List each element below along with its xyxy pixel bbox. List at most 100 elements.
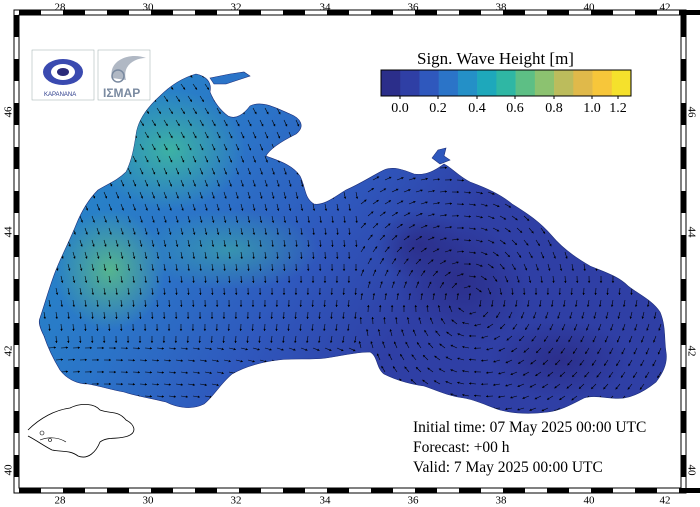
direction-arrow — [204, 395, 212, 399]
direction-arrow — [571, 395, 578, 401]
direction-arrow — [383, 317, 386, 325]
direction-arrow — [276, 179, 280, 187]
direction-arrow — [151, 359, 159, 362]
direction-arrow — [379, 257, 384, 265]
longitude-tick-bottom: 36 — [408, 495, 420, 507]
direction-arrow — [263, 299, 267, 308]
direction-arrow — [60, 299, 64, 307]
direction-arrow — [408, 269, 413, 277]
latitude-labels-right: 40 42 44 46 — [685, 107, 697, 477]
direction-arrow — [523, 215, 530, 221]
legend-swatch — [592, 70, 613, 96]
direction-arrow — [139, 143, 144, 151]
direction-arrow — [258, 287, 262, 296]
direction-arrow — [336, 203, 340, 211]
direction-arrow — [629, 311, 633, 319]
direction-arrow — [400, 353, 405, 361]
direction-arrow — [312, 347, 320, 351]
direction-arrow — [240, 275, 243, 284]
direction-arrow — [529, 407, 537, 411]
direction-arrow — [271, 215, 275, 223]
direction-arrow — [567, 359, 573, 366]
direction-arrow — [481, 359, 489, 362]
direction-arrow — [175, 215, 179, 223]
direction-arrow — [90, 335, 94, 344]
direction-arrow — [144, 131, 149, 139]
direction-arrow — [324, 227, 327, 235]
direction-arrow — [370, 341, 374, 349]
direction-arrow — [228, 347, 236, 351]
legend-swatch — [515, 70, 536, 96]
direction-arrow — [168, 131, 173, 139]
direction-arrow — [508, 311, 513, 319]
direction-arrow — [473, 370, 482, 374]
direction-arrow — [504, 275, 509, 283]
direction-arrow — [79, 287, 83, 295]
direction-arrow — [440, 318, 446, 325]
direction-arrow — [598, 323, 602, 331]
direction-arrow — [610, 323, 614, 331]
direction-arrow — [592, 335, 597, 343]
direction-arrow — [456, 226, 465, 230]
direction-arrow — [258, 311, 262, 320]
direction-arrow — [247, 119, 252, 127]
direction-arrow — [432, 178, 440, 181]
direction-arrow — [658, 323, 662, 331]
direction-arrow — [72, 370, 81, 374]
direction-arrow — [163, 191, 167, 199]
direction-arrow — [652, 359, 657, 367]
direction-arrow — [283, 167, 287, 175]
direction-arrow — [475, 215, 483, 219]
longitude-tick-bottom: 30 — [143, 495, 155, 507]
direction-arrow — [48, 299, 52, 307]
direction-arrow — [199, 95, 205, 103]
direction-arrow — [354, 311, 357, 319]
direction-arrow — [486, 371, 494, 374]
direction-arrow — [187, 215, 191, 223]
direction-arrow — [444, 293, 448, 301]
direction-arrow — [72, 275, 76, 283]
direction-arrow — [150, 335, 154, 344]
legend-tick-label: 0.6 — [506, 101, 524, 116]
direction-arrow — [579, 359, 585, 366]
direction-arrow — [103, 358, 112, 362]
direction-arrow — [603, 383, 609, 390]
direction-arrow — [468, 358, 477, 361]
institution-logo-right: ΙΣΜΑΡ — [97, 49, 151, 101]
direction-arrow — [432, 225, 440, 229]
direction-arrow — [396, 177, 404, 181]
direction-arrow — [151, 239, 155, 247]
direction-arrow — [540, 227, 546, 234]
legend-swatch — [554, 70, 574, 96]
direction-arrow — [416, 342, 422, 349]
direction-arrow — [115, 358, 124, 362]
direction-arrow — [412, 329, 417, 337]
direction-arrow — [288, 251, 291, 259]
direction-arrow — [372, 222, 379, 229]
direction-arrow — [381, 365, 386, 373]
direction-arrow — [382, 341, 386, 349]
direction-arrow — [318, 287, 322, 296]
direction-arrow — [560, 347, 566, 354]
direction-arrow — [611, 275, 615, 284]
direction-arrow — [415, 258, 422, 265]
direction-arrow — [211, 143, 216, 151]
direction-arrow — [251, 299, 255, 308]
direction-arrow — [378, 304, 382, 313]
direction-arrow — [155, 323, 159, 332]
direction-arrow — [456, 202, 465, 206]
direction-arrow — [358, 341, 362, 349]
direction-arrow — [403, 258, 409, 265]
direction-arrow — [468, 334, 477, 338]
direction-arrow — [246, 311, 250, 320]
direction-arrow — [163, 215, 167, 223]
direction-arrow — [151, 191, 155, 199]
direction-arrow — [120, 323, 123, 332]
direction-arrow — [469, 311, 477, 315]
direction-arrow — [493, 335, 501, 340]
direction-arrow — [139, 215, 143, 223]
direction-arrow — [415, 212, 423, 217]
direction-arrow — [156, 299, 159, 308]
direction-arrow — [526, 299, 530, 307]
direction-arrow — [391, 188, 399, 193]
